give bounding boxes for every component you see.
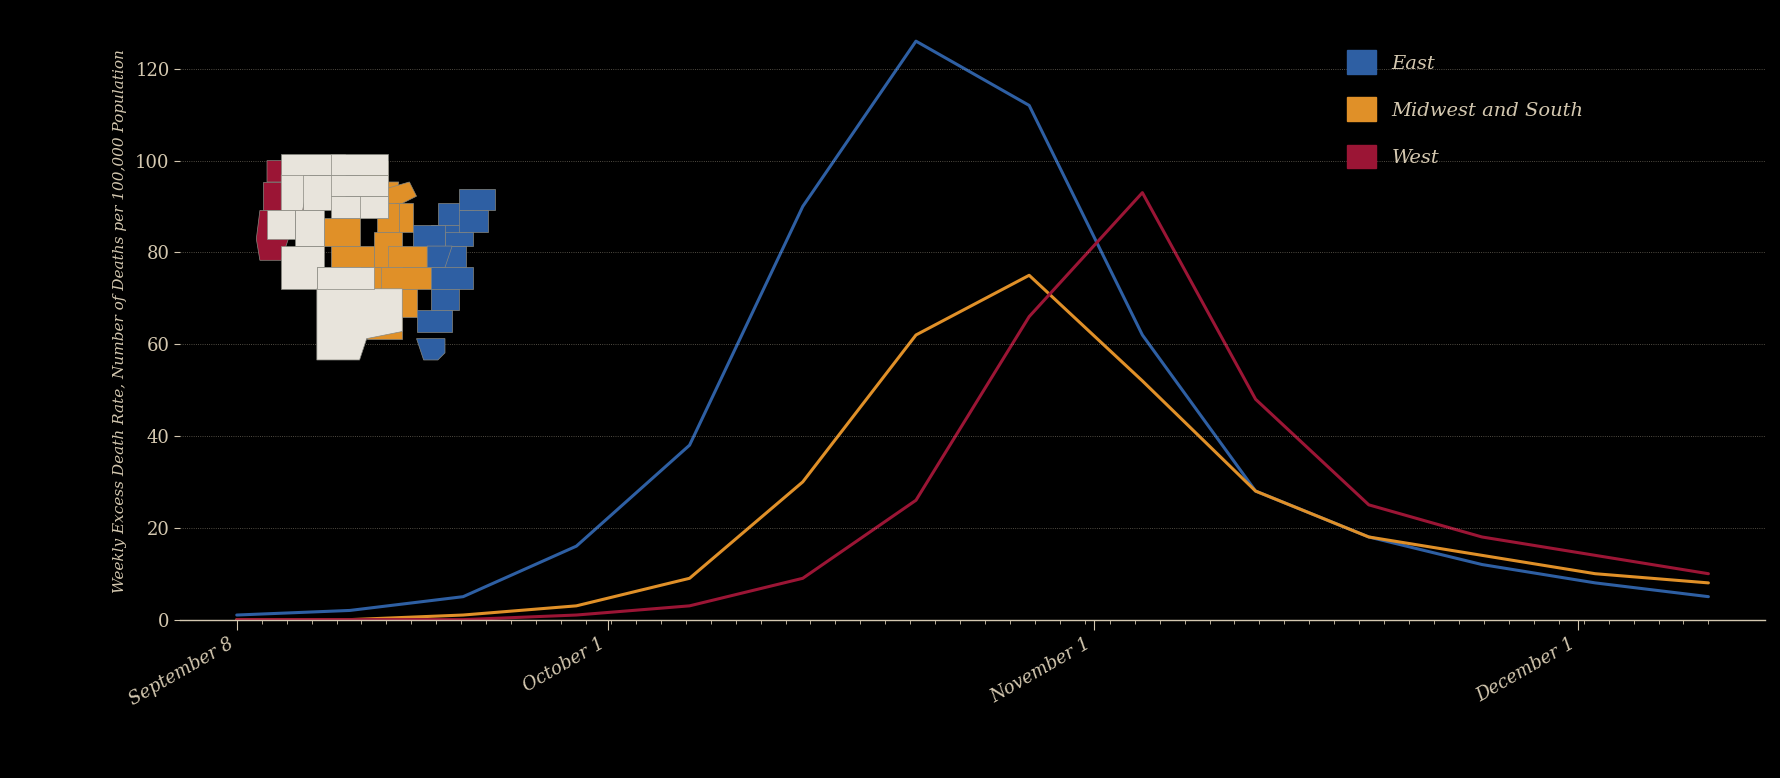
East — [1132, 331, 1153, 340]
Polygon shape — [374, 182, 399, 203]
West — [1472, 532, 1493, 541]
East — [226, 611, 247, 620]
Midwest and South — [340, 615, 361, 624]
Polygon shape — [360, 196, 388, 218]
Midwest and South — [566, 601, 587, 611]
Polygon shape — [417, 338, 445, 360]
Polygon shape — [413, 225, 445, 246]
Polygon shape — [331, 246, 374, 268]
Polygon shape — [431, 225, 466, 246]
Polygon shape — [360, 160, 388, 182]
Polygon shape — [399, 289, 417, 317]
Midwest and South — [678, 573, 700, 583]
Midwest and South — [1244, 486, 1266, 496]
Midwest and South — [452, 611, 473, 620]
Midwest and South — [1018, 271, 1040, 280]
East — [1698, 592, 1719, 601]
Polygon shape — [388, 246, 431, 268]
Polygon shape — [303, 175, 345, 211]
Polygon shape — [281, 246, 324, 289]
Midwest and South — [226, 615, 247, 624]
East — [678, 440, 700, 450]
East — [792, 202, 813, 211]
East — [1244, 486, 1266, 496]
Polygon shape — [317, 268, 360, 317]
Polygon shape — [370, 268, 402, 289]
Polygon shape — [431, 246, 466, 268]
Polygon shape — [459, 189, 495, 211]
West — [452, 615, 473, 624]
Polygon shape — [267, 160, 306, 182]
Midwest and South — [1584, 569, 1606, 578]
East — [906, 37, 927, 46]
Polygon shape — [459, 211, 488, 232]
Polygon shape — [331, 153, 388, 175]
Polygon shape — [331, 196, 388, 218]
Midwest and South — [1698, 578, 1719, 587]
Polygon shape — [374, 232, 402, 268]
Polygon shape — [317, 289, 402, 360]
West — [792, 573, 813, 583]
Polygon shape — [295, 211, 324, 246]
Polygon shape — [263, 182, 303, 211]
West — [1018, 312, 1040, 321]
Polygon shape — [381, 289, 399, 317]
Line: East: East — [237, 41, 1709, 615]
West — [566, 611, 587, 620]
West — [678, 601, 700, 611]
Polygon shape — [399, 203, 413, 232]
Polygon shape — [324, 218, 360, 246]
West — [906, 496, 927, 505]
Midwest and South — [906, 331, 927, 340]
West — [340, 615, 361, 624]
Y-axis label: Weekly Excess Death Rate, Number of Deaths per 100,000 Population: Weekly Excess Death Rate, Number of Deat… — [112, 49, 126, 593]
East — [1358, 532, 1380, 541]
Polygon shape — [281, 175, 310, 211]
West — [1698, 569, 1719, 578]
West — [226, 615, 247, 624]
East — [1018, 101, 1040, 110]
East — [1584, 578, 1606, 587]
Polygon shape — [384, 182, 417, 203]
Midwest and South — [1358, 532, 1380, 541]
Midwest and South — [1472, 551, 1493, 560]
East — [452, 592, 473, 601]
Polygon shape — [417, 310, 452, 331]
Polygon shape — [438, 203, 473, 225]
Line: Midwest and South: Midwest and South — [237, 275, 1709, 619]
Polygon shape — [427, 246, 452, 268]
Line: West: West — [237, 193, 1709, 619]
East — [340, 606, 361, 615]
Midwest and South — [1132, 377, 1153, 386]
Midwest and South — [792, 477, 813, 486]
Polygon shape — [445, 232, 473, 246]
Legend: East, Midwest and South, West: East, Midwest and South, West — [1347, 51, 1584, 168]
West — [1244, 394, 1266, 404]
Polygon shape — [331, 175, 388, 196]
West — [1584, 551, 1606, 560]
West — [1132, 188, 1153, 198]
Polygon shape — [431, 289, 459, 310]
Polygon shape — [431, 268, 473, 289]
Polygon shape — [256, 211, 295, 261]
East — [1472, 560, 1493, 569]
Polygon shape — [381, 268, 431, 289]
Polygon shape — [281, 153, 345, 175]
Polygon shape — [377, 203, 399, 232]
Polygon shape — [267, 211, 295, 239]
West — [1358, 500, 1380, 510]
Polygon shape — [367, 317, 402, 338]
Polygon shape — [317, 268, 374, 289]
East — [566, 541, 587, 551]
